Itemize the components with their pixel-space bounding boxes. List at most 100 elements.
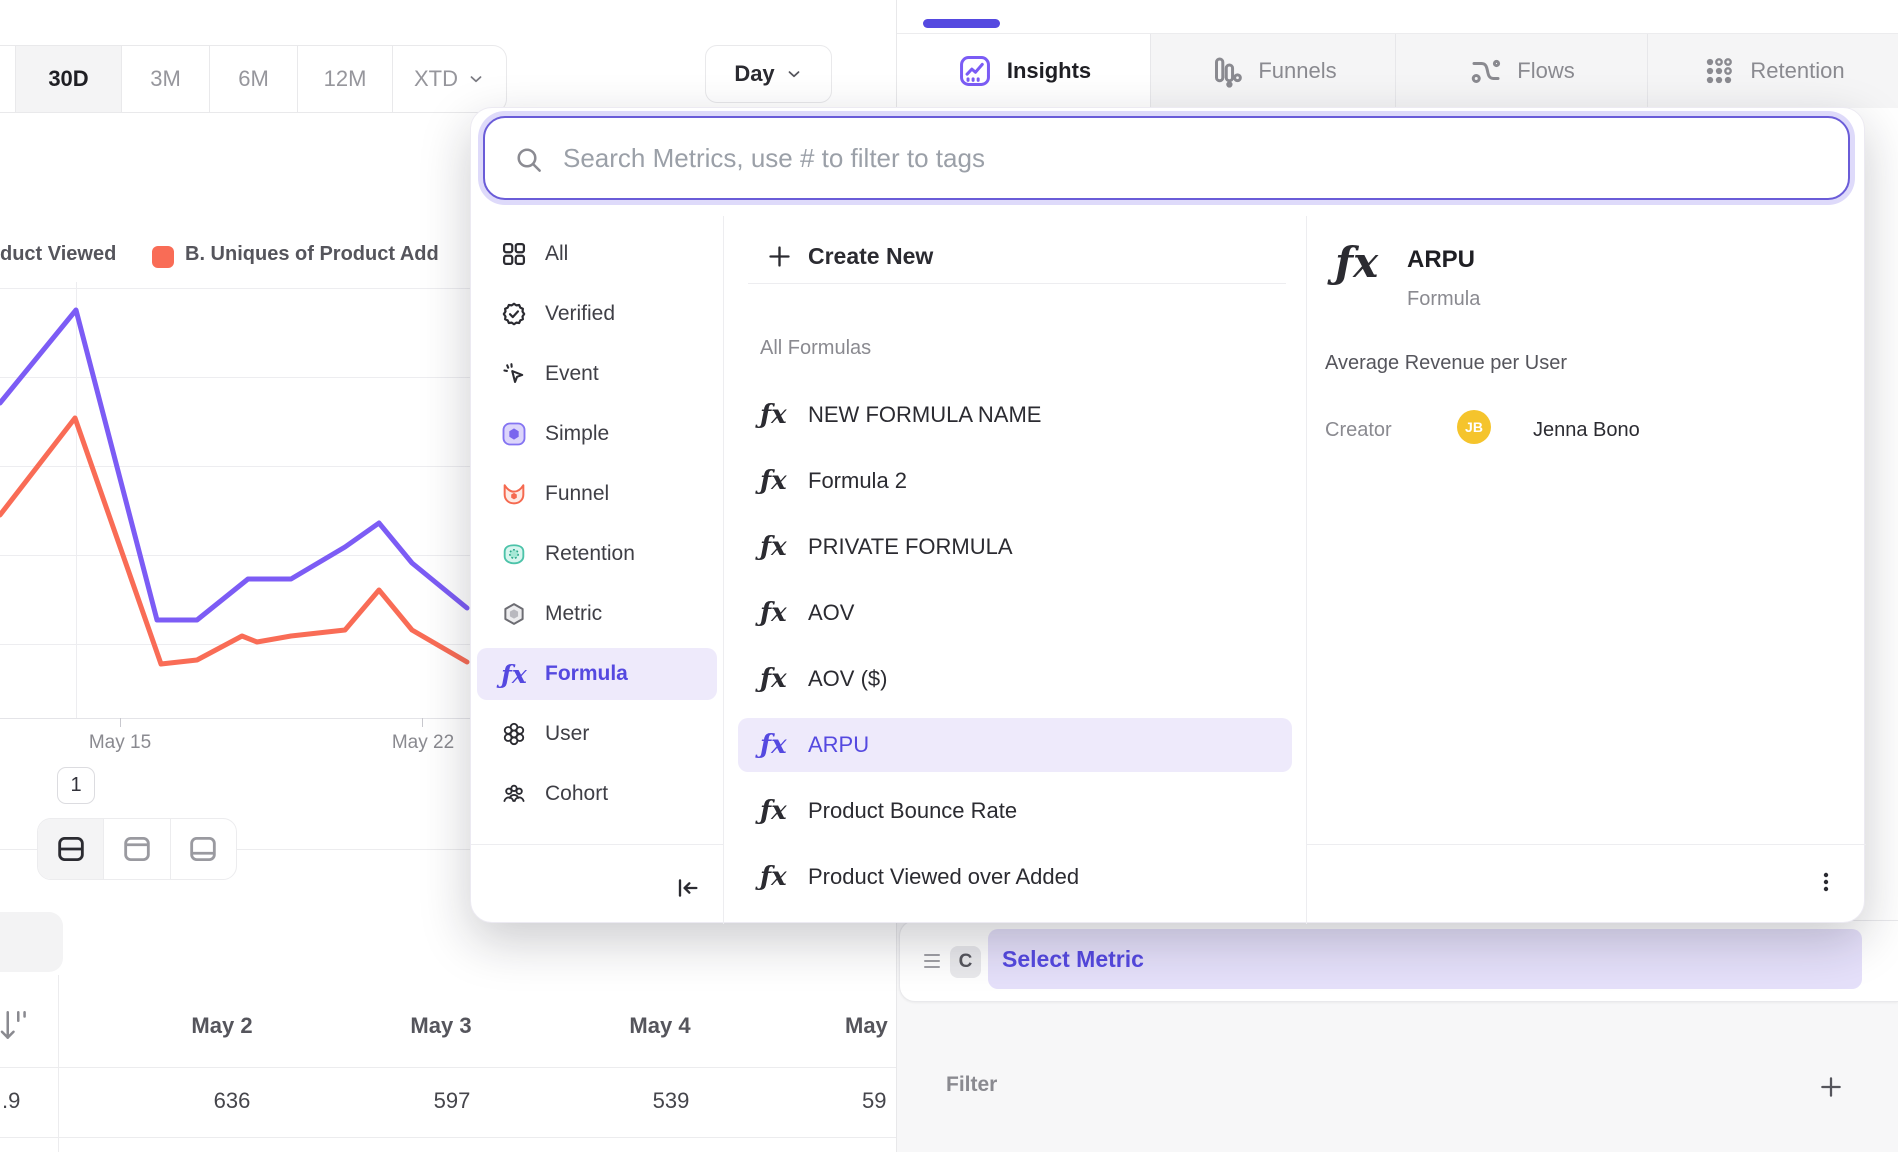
category-metric[interactable]: Metric — [477, 588, 717, 640]
tab-flows[interactable]: Flows — [1395, 34, 1647, 108]
formula-name: ARPU — [808, 732, 870, 757]
axis-tick — [120, 718, 121, 727]
time-range-30d[interactable]: 30D — [16, 46, 122, 112]
tab-retention[interactable]: Retention — [1647, 34, 1898, 108]
drag-handle-icon[interactable] — [922, 951, 944, 971]
x-axis-line — [0, 718, 896, 719]
fx-icon: ƒx — [760, 796, 787, 826]
metric-search-box — [483, 116, 1850, 200]
category-label: Funnel — [545, 482, 610, 505]
sort-descending-icon[interactable] — [0, 1006, 28, 1046]
layout-top-panel-button[interactable] — [104, 819, 171, 879]
top-panel-icon — [124, 836, 150, 862]
tab-insights[interactable]: Insights — [897, 34, 1150, 108]
more-options-button[interactable] — [1805, 861, 1847, 903]
category-all[interactable]: All — [477, 228, 717, 280]
category-retention[interactable]: Retention — [477, 528, 717, 580]
table-header-may3[interactable]: May 3 — [410, 1013, 472, 1038]
legend-series-a-label[interactable]: duct Viewed — [0, 243, 117, 265]
table-row-label-partial: .9 — [2, 1088, 21, 1113]
formula-name: PRIVATE FORMULA — [808, 534, 1013, 559]
category-label: Cohort — [545, 782, 609, 805]
formula-fx-icon: ƒx — [501, 659, 527, 689]
funnel-metric-icon — [499, 479, 529, 509]
category-verified[interactable]: Verified — [477, 288, 717, 340]
formula-item[interactable]: ƒx Product Bounce Rate — [738, 784, 1292, 838]
category-sidebar: All Verified Event Simple — [471, 216, 724, 924]
time-range-12m[interactable]: 12M — [298, 46, 393, 112]
time-range-xtd[interactable]: XTD — [393, 46, 506, 112]
gridline — [0, 555, 896, 556]
creator-name: Jenna Bono — [1533, 419, 1640, 441]
chevron-down-icon — [467, 70, 485, 88]
fx-icon: ƒx — [760, 862, 787, 892]
simple-metric-icon — [499, 419, 529, 449]
layout-split-horizontal-button[interactable] — [38, 819, 105, 879]
table-header-may2[interactable]: May 2 — [191, 1013, 253, 1038]
formula-item[interactable]: ƒx NEW FORMULA NAME — [738, 388, 1292, 442]
flows-icon — [1472, 59, 1501, 83]
metric-list-column: Create New All Formulas ƒx NEW FORMULA N… — [724, 216, 1306, 924]
time-range-6m[interactable]: 6M — [210, 46, 298, 112]
formula-name: Product Bounce Rate — [808, 798, 1018, 823]
layout-toggle-group — [37, 818, 237, 880]
creator-label: Creator — [1325, 419, 1392, 441]
create-new-button[interactable]: Create New — [724, 230, 1306, 282]
table-row-divider — [0, 1067, 896, 1068]
legend-series-b-label[interactable]: B. Uniques of Product Add — [185, 243, 439, 265]
metric-detail-pane: ƒx ARPU Formula Average Revenue per User… — [1306, 216, 1866, 924]
chevron-down-icon — [785, 65, 803, 83]
table-header-partial[interactable]: May — [845, 1013, 888, 1038]
breakdown-tag-partial[interactable] — [0, 912, 63, 972]
formula-item[interactable]: ƒx AOV ($) — [738, 652, 1292, 706]
table-cell: 597 — [433, 1088, 471, 1113]
category-formula[interactable]: ƒx Formula — [477, 648, 717, 700]
table-column-divider — [58, 975, 59, 1152]
category-event[interactable]: Event — [477, 348, 717, 400]
detail-title: ARPU — [1407, 246, 1476, 273]
category-simple[interactable]: Simple — [477, 408, 717, 460]
metric-search-input[interactable] — [563, 120, 1824, 196]
formula-item-selected[interactable]: ƒx ARPU — [738, 718, 1292, 772]
time-range-partial[interactable] — [0, 46, 16, 112]
time-range-xtd-label: XTD — [414, 66, 458, 91]
tab-funnels[interactable]: Funnels — [1150, 34, 1395, 108]
fx-icon: ƒx — [760, 466, 787, 496]
list-section-label: All Formulas — [760, 337, 872, 359]
trend-line-chart[interactable] — [0, 280, 470, 730]
collapse-sidebar-button[interactable] — [667, 868, 707, 908]
formula-item[interactable]: ƒx AOV — [738, 586, 1292, 640]
add-filter-button[interactable] — [1818, 1074, 1844, 1100]
tab-label: Retention — [1750, 58, 1845, 83]
table-header-may4[interactable]: May 4 — [629, 1013, 691, 1038]
page-number-button[interactable]: 1 — [57, 767, 95, 804]
formula-item[interactable]: ƒx Formula 2 — [738, 454, 1292, 508]
x-tick-label-may22: May 22 — [391, 732, 455, 753]
granularity-button[interactable]: Day — [705, 45, 832, 103]
time-range-3m[interactable]: 3M — [122, 46, 210, 112]
formula-item[interactable]: ƒx PRIVATE FORMULA — [738, 520, 1292, 574]
gridline — [0, 466, 896, 467]
category-label: Formula — [545, 662, 628, 685]
event-cursor-icon — [499, 359, 529, 389]
metric-picker-panel: All Verified Event Simple — [470, 107, 1866, 924]
retention-icon — [1707, 58, 1733, 84]
gridline — [0, 644, 896, 645]
category-funnel[interactable]: Funnel — [477, 468, 717, 520]
select-metric-button[interactable]: Select Metric — [988, 929, 1862, 989]
metric-clause-card: C Select Metric — [899, 920, 1898, 1002]
formula-name: AOV ($) — [808, 666, 888, 691]
series-a-line — [0, 307, 470, 623]
grid-icon — [499, 239, 529, 269]
layout-bottom-panel-button[interactable] — [171, 819, 236, 879]
clause-letter-badge: C — [950, 946, 981, 978]
time-range-group: 30D 3M 6M 12M XTD — [0, 45, 507, 113]
formula-name: NEW FORMULA NAME — [808, 402, 1042, 427]
category-cohort[interactable]: Cohort — [477, 768, 717, 820]
detail-footer-divider — [1307, 844, 1866, 845]
category-user[interactable]: User — [477, 708, 717, 760]
formula-item[interactable]: ƒx Product Viewed over Added — [738, 850, 1292, 904]
granularity-label: Day — [734, 61, 775, 86]
retention-metric-icon — [499, 539, 529, 569]
